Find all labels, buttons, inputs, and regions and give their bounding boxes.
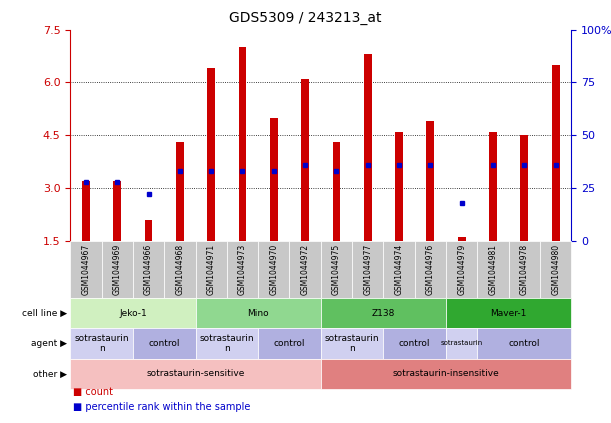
Text: GSM1044978: GSM1044978 <box>520 244 529 295</box>
Text: GSM1044979: GSM1044979 <box>457 244 466 295</box>
Text: sotrastaurin-sensitive: sotrastaurin-sensitive <box>146 369 245 379</box>
Text: Maver-1: Maver-1 <box>491 308 527 318</box>
Bar <box>426 121 434 241</box>
Text: other ▶: other ▶ <box>33 369 67 379</box>
Text: sotrastaurin-insensitive: sotrastaurin-insensitive <box>393 369 499 379</box>
Text: control: control <box>148 339 180 348</box>
Bar <box>238 47 246 241</box>
Text: GSM1044981: GSM1044981 <box>489 244 497 295</box>
Text: control: control <box>508 339 540 348</box>
Text: sotrastaurin
n: sotrastaurin n <box>200 334 254 353</box>
Bar <box>301 79 309 241</box>
Bar <box>270 118 278 241</box>
Text: agent ▶: agent ▶ <box>31 339 67 348</box>
Text: Z138: Z138 <box>371 308 395 318</box>
Bar <box>364 54 371 241</box>
Text: Jeko-1: Jeko-1 <box>119 308 147 318</box>
Bar <box>552 65 560 241</box>
Text: GSM1044971: GSM1044971 <box>207 244 216 295</box>
Text: ■ count: ■ count <box>73 387 113 397</box>
Text: GDS5309 / 243213_at: GDS5309 / 243213_at <box>229 11 382 25</box>
Bar <box>113 181 121 241</box>
Text: ■ percentile rank within the sample: ■ percentile rank within the sample <box>73 402 251 412</box>
Text: sotrastaurin: sotrastaurin <box>441 341 483 346</box>
Text: GSM1044968: GSM1044968 <box>175 244 185 295</box>
Text: GSM1044967: GSM1044967 <box>81 244 90 295</box>
Bar <box>395 132 403 241</box>
Text: GSM1044966: GSM1044966 <box>144 244 153 295</box>
Text: GSM1044970: GSM1044970 <box>269 244 278 295</box>
Text: control: control <box>399 339 431 348</box>
Text: GSM1044977: GSM1044977 <box>364 244 372 295</box>
Bar <box>176 142 184 241</box>
Text: GSM1044975: GSM1044975 <box>332 244 341 295</box>
Text: sotrastaurin
n: sotrastaurin n <box>325 334 379 353</box>
Bar <box>332 142 340 241</box>
Bar <box>489 132 497 241</box>
Bar <box>82 181 90 241</box>
Bar <box>458 237 466 241</box>
Text: GSM1044972: GSM1044972 <box>301 244 310 295</box>
Text: control: control <box>274 339 306 348</box>
Text: GSM1044976: GSM1044976 <box>426 244 435 295</box>
Text: Mino: Mino <box>247 308 269 318</box>
Text: GSM1044974: GSM1044974 <box>395 244 403 295</box>
Text: GSM1044980: GSM1044980 <box>551 244 560 295</box>
Bar <box>145 220 153 241</box>
Text: GSM1044969: GSM1044969 <box>113 244 122 295</box>
Text: cell line ▶: cell line ▶ <box>22 308 67 318</box>
Text: sotrastaurin
n: sotrastaurin n <box>75 334 129 353</box>
Bar <box>207 68 215 241</box>
Text: GSM1044973: GSM1044973 <box>238 244 247 295</box>
Bar <box>521 135 529 241</box>
